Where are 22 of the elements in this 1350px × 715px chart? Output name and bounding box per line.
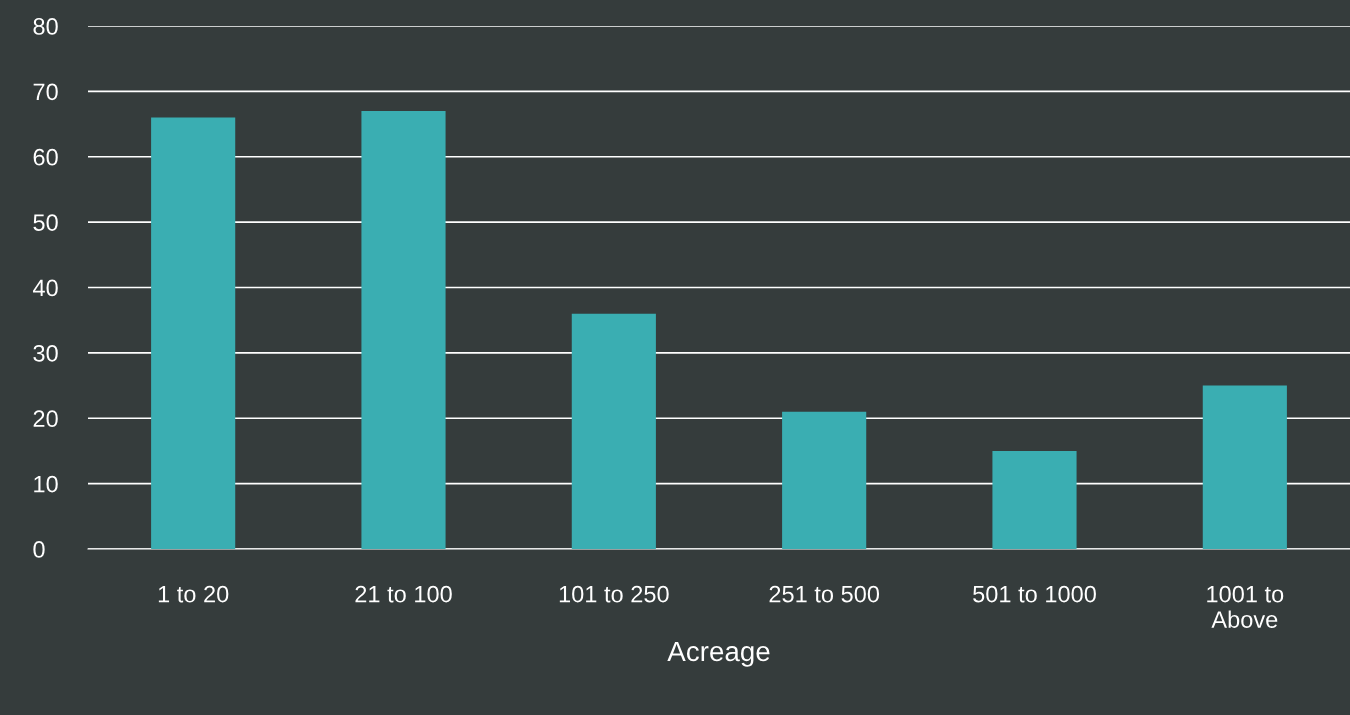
x-tick-label: 21 to 100 bbox=[355, 585, 452, 603]
x-axis-title: Acreage bbox=[667, 641, 770, 667]
y-tick-label: 50 bbox=[33, 214, 58, 231]
y-tick-label: 40 bbox=[32, 279, 58, 297]
bar bbox=[782, 411, 867, 549]
bar bbox=[1202, 385, 1287, 549]
y-tick-label: 80 bbox=[33, 18, 58, 35]
y-tick-label: 20 bbox=[33, 410, 58, 428]
x-tick-label: 251 to 500 bbox=[769, 585, 880, 603]
bar bbox=[361, 110, 446, 549]
x-tick-label: 1001 to Above bbox=[1207, 585, 1284, 628]
x-tick-label: 1 to 20 bbox=[158, 585, 229, 603]
bar bbox=[151, 117, 236, 549]
y-tick-label: 70 bbox=[33, 83, 58, 101]
bar bbox=[992, 450, 1077, 549]
x-tick-label: 501 to 1000 bbox=[973, 585, 1096, 603]
y-tick-label: 30 bbox=[33, 344, 58, 362]
y-tick-label: 60 bbox=[33, 148, 58, 166]
y-tick-label: 10 bbox=[34, 475, 58, 493]
y-tick-label: 0 bbox=[33, 541, 45, 558]
x-tick-label: 101 to 250 bbox=[559, 585, 669, 603]
bar bbox=[571, 313, 656, 549]
